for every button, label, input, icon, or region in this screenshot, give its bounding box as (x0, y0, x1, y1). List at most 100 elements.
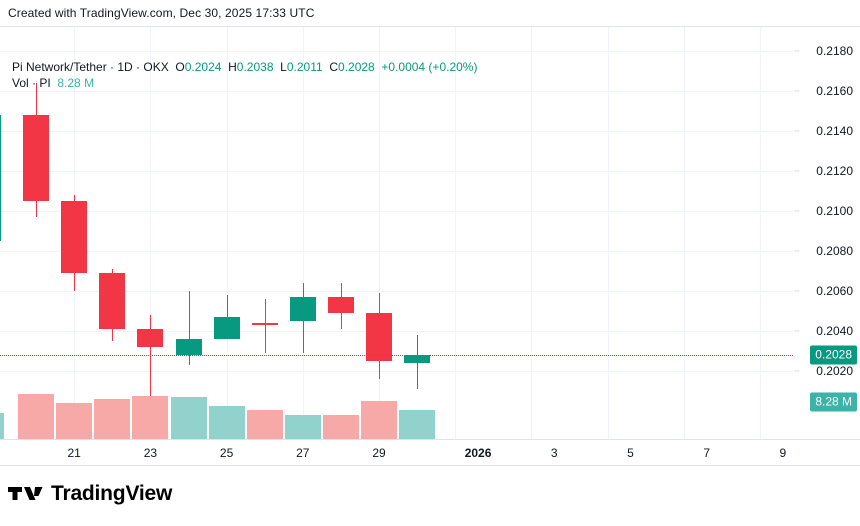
volume-bar (399, 410, 436, 439)
volume-bar (170, 396, 207, 439)
legend-symbol[interactable]: Pi Network/Tether (12, 60, 107, 74)
candle-body (23, 115, 50, 201)
vertical-gridline (303, 27, 304, 439)
price-tick-dash (794, 370, 799, 372)
volume-bar (132, 396, 169, 439)
chart-frame: Pi Network/Tether · 1D · OKX O0.2024 H0.… (0, 26, 860, 466)
vertical-gridline (684, 27, 685, 439)
volume-series (0, 27, 793, 439)
legend-high-label: H (228, 60, 237, 74)
candle-body (289, 297, 316, 321)
legend-volume-row: Vol · PI 8.28 M (12, 75, 477, 91)
candle-wick (189, 291, 190, 365)
tradingview-logo-icon (8, 487, 43, 500)
price-tick-label: 0.2160 (816, 84, 853, 98)
candle-body (404, 355, 431, 363)
legend-close-value: 0.2028 (338, 60, 375, 74)
tradingview-logo-text: TradingView (51, 481, 173, 505)
legend-volume-value: 8.28 M (57, 76, 95, 90)
legend-separator-3: · (28, 76, 40, 90)
candle-body (251, 323, 278, 325)
vertical-gridline (760, 27, 761, 439)
volume-bar (18, 394, 55, 439)
candle-body (61, 201, 88, 273)
candle-body (175, 339, 202, 355)
candle-body (213, 317, 240, 339)
volume-bar (56, 403, 93, 439)
price-tick-label: 0.2020 (816, 364, 853, 378)
time-scale[interactable]: 21 23 25 27 29 2026 3 5 7 9 (0, 439, 860, 466)
legend-interval[interactable]: 1D (117, 60, 133, 74)
horizontal-gridline (0, 91, 793, 92)
candle-body (137, 329, 164, 347)
price-tick-label: 0.2100 (816, 204, 853, 218)
price-tick-dash (794, 130, 799, 132)
price-tick-dash (794, 210, 799, 212)
price-tick-label: 0.2140 (816, 124, 853, 138)
vertical-gridline (379, 27, 380, 439)
price-tick-dash (794, 250, 799, 252)
price-tick-dash (794, 170, 799, 172)
tradingview-footer: TradingView (8, 482, 172, 504)
candle-wick (150, 315, 151, 401)
vertical-gridline (608, 27, 609, 439)
legend-separator-2: · (132, 60, 144, 74)
vertical-gridline (455, 27, 456, 439)
legend-low-label: L (280, 60, 287, 74)
candlestick-series (0, 27, 793, 439)
volume-bar (322, 415, 359, 439)
chart-legend[interactable]: Pi Network/Tether · 1D · OKX O0.2024 H0.… (12, 59, 477, 91)
legend-separator-1: · (106, 60, 118, 74)
horizontal-gridline (0, 291, 793, 292)
time-tick-label: 9 (779, 446, 787, 460)
legend-volume-label[interactable]: Vol (12, 76, 29, 90)
horizontal-gridline (0, 371, 793, 372)
price-tick-label: 0.2080 (816, 244, 853, 258)
price-scale[interactable]: 0.2180 0.2160 0.2140 0.2120 0.2100 0.2080 0.20… (793, 27, 860, 439)
legend-open-label: O (175, 60, 185, 74)
overlay-layer (0, 27, 793, 439)
current-price-badge[interactable]: 0.2028 (810, 345, 857, 365)
legend-open-value: 0.2024 (184, 60, 222, 74)
candle-wick (265, 299, 266, 353)
volume-bar (361, 400, 397, 439)
volume-bar (246, 409, 283, 439)
candle-body (0, 115, 1, 241)
horizontal-gridline (0, 251, 793, 252)
time-tick-label: 5 (627, 446, 634, 460)
time-tick-label: 21 (67, 446, 81, 460)
horizontal-gridline (0, 211, 793, 212)
legend-high-value: 0.2038 (236, 60, 274, 74)
legend-low-value: 0.2011 (286, 60, 323, 74)
vertical-gridline (531, 27, 532, 439)
time-tick-label: 23 (143, 446, 158, 460)
price-tick-label: 0.2060 (816, 284, 853, 298)
volume-bar (208, 405, 245, 439)
price-tick-dash (794, 290, 799, 292)
price-tick-dash (794, 330, 799, 332)
price-tick-dash (794, 50, 799, 52)
vertical-gridline (227, 27, 228, 439)
legend-close-label: C (329, 60, 339, 74)
horizontal-gridline (0, 51, 793, 52)
time-tick-label: 29 (372, 446, 386, 460)
time-tick-label: 3 (550, 446, 558, 460)
time-tick-label: 25 (219, 446, 234, 460)
legend-change-value: +0.0004 (+0.20%) (381, 60, 478, 74)
volume-bar (284, 415, 321, 439)
volume-badge[interactable]: 8.28 M (810, 392, 857, 412)
price-tick-dash (794, 90, 799, 92)
horizontal-gridline (0, 171, 793, 172)
horizontal-gridline (0, 131, 793, 132)
chart-pane[interactable] (0, 27, 793, 439)
time-tick-label: 27 (296, 446, 310, 460)
candle-body (327, 297, 354, 313)
price-tick-label: 0.2120 (816, 164, 853, 178)
price-tick-label: 0.2180 (816, 44, 853, 58)
volume-bar (94, 399, 131, 439)
horizontal-gridline (0, 331, 793, 332)
legend-exchange[interactable]: OKX (143, 60, 169, 74)
current-price-line (0, 355, 793, 356)
price-tick-label: 0.2040 (816, 324, 853, 338)
time-tick-label: 2026 (464, 446, 492, 460)
